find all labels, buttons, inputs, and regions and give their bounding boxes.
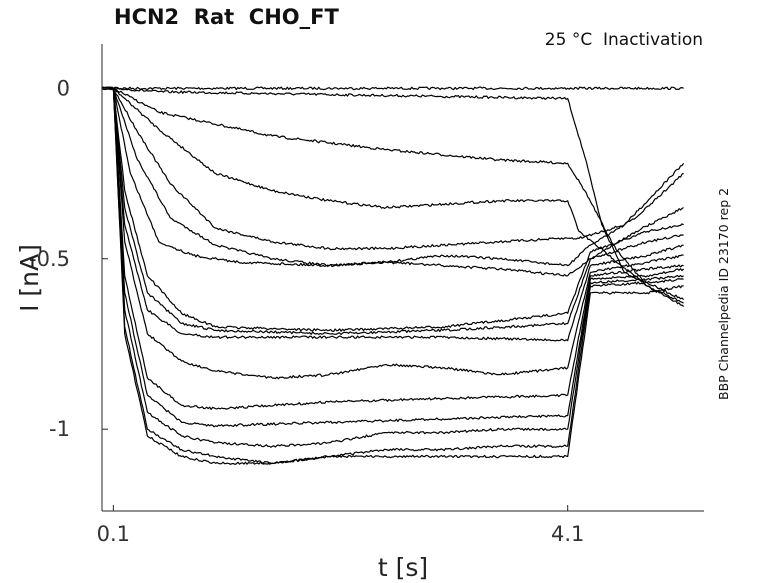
x-tick-label: 4.1 [551,522,584,546]
current-trace-16 [101,86,684,465]
axes [101,44,704,512]
current-trace-12 [101,86,684,410]
ticks: 0 -0.5 -1 0.1 4.1 [29,76,584,546]
y-tick-label: -1 [49,417,70,441]
x-axis-label: t [s] [378,553,428,582]
current-trace-4 [101,86,684,307]
current-trace-15 [101,87,684,465]
current-trace-8 [101,86,684,332]
current-trace-9 [101,87,684,335]
y-axis-label: I [nA] [15,244,44,312]
traces [101,86,685,465]
chart-title: HCN2 Rat CHO_FT [114,5,339,29]
x-tick-label: 0.1 [97,522,130,546]
current-trace-6 [101,86,684,267]
current-trace-14 [101,86,684,448]
current-trace-10 [101,86,684,342]
y-tick-label: 0 [57,76,70,100]
current-trace-11 [101,86,684,380]
y-tick-label: -0.5 [29,247,70,271]
current-trace-13 [101,86,685,428]
current-trace-2 [101,86,685,301]
current-trace-1 [101,86,684,91]
condition-annotation: 25 °C Inactivation [544,30,703,50]
current-trace-3 [101,86,684,304]
current-trace-5 [101,86,685,251]
